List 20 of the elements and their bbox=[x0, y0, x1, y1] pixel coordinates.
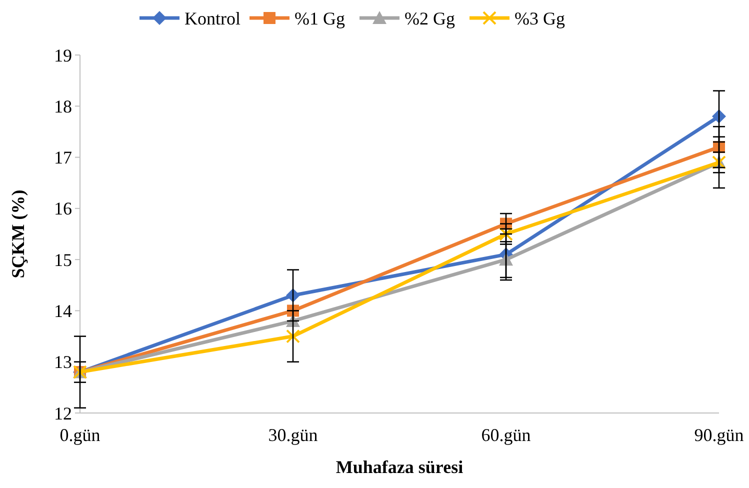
legend-label: %1 Gg bbox=[294, 8, 345, 28]
y-tick-label: 18 bbox=[54, 96, 72, 116]
y-tick-label: 12 bbox=[54, 403, 72, 424]
y-tick-label: 17 bbox=[54, 148, 72, 168]
point bbox=[499, 227, 513, 241]
y-axis-title: SÇKM (%) bbox=[8, 190, 28, 278]
x-tick-label: 30.gün bbox=[268, 425, 318, 445]
y-tick-label: 14 bbox=[54, 301, 72, 322]
point bbox=[286, 329, 300, 344]
x-tick-label: 90.gün bbox=[694, 425, 744, 445]
legend-label: %3 Gg bbox=[514, 8, 565, 28]
y-tick-label: 19 bbox=[54, 45, 72, 66]
x-tick-label: 0.gün bbox=[60, 425, 100, 445]
y-tick-label: 13 bbox=[54, 352, 72, 372]
x-tick-label: 60.gün bbox=[481, 425, 531, 445]
y-tick-label: 16 bbox=[54, 198, 72, 219]
legend-label: %2 Gg bbox=[404, 8, 455, 28]
y-tick-label: 15 bbox=[54, 250, 72, 270]
x-axis-title: Muhafaza süresi bbox=[336, 457, 464, 477]
legend-label: Kontrol bbox=[184, 8, 240, 28]
